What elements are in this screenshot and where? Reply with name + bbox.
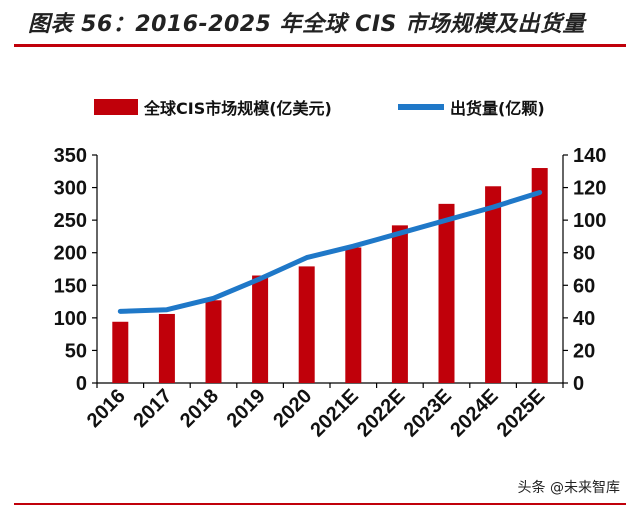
bottom-rule (14, 503, 626, 505)
y-left-tick-label: 300 (54, 178, 87, 200)
bar (252, 275, 269, 383)
bar (485, 186, 502, 383)
x-tick-label: 2017 (129, 385, 176, 432)
y-left-tick-label: 250 (54, 210, 87, 232)
bar (205, 300, 222, 383)
y-right-tick-label: 20 (573, 340, 595, 362)
y-right-tick-label: 60 (573, 275, 595, 297)
y-right-tick-label: 100 (573, 210, 606, 232)
y-right-tick-label: 140 (573, 145, 606, 167)
bar (158, 313, 175, 383)
title-rule (14, 44, 626, 47)
y-right-tick-label: 40 (573, 308, 595, 330)
y-right-tick-label: 120 (573, 178, 606, 200)
bar (112, 321, 129, 383)
chart-title: 图表 56：2016-2025 年全球 CIS 市场规模及出货量 (28, 12, 586, 37)
y-right-tick-label: 0 (573, 373, 584, 395)
line-point (491, 205, 495, 209)
legend-item-bar: 全球CIS市场规模(亿美元) (94, 99, 332, 118)
legend-label-bar: 全球CIS市场规模(亿美元) (143, 99, 332, 118)
shipment-line (117, 189, 543, 314)
watermark: 头条 @未来智库 (517, 480, 620, 496)
x-tick-label: 2021E (306, 385, 362, 441)
x-tick-label: 2025E (493, 385, 549, 441)
line-point (398, 231, 402, 235)
line-point (118, 309, 122, 313)
line-point (305, 256, 309, 260)
line-series (117, 189, 543, 314)
bar-series (112, 168, 548, 383)
line-point (258, 277, 262, 281)
legend-swatch-bar (94, 99, 138, 115)
x-tick-label: 2016 (83, 385, 130, 432)
x-tick-label: 2023E (400, 385, 456, 441)
bar (298, 266, 315, 383)
line-point (165, 308, 169, 312)
y-right-tick-label: 80 (573, 243, 595, 265)
bar (438, 203, 455, 383)
line-point (445, 218, 448, 222)
legend-item-line: 出货量(亿颗) (398, 99, 545, 118)
x-tick-label: 2018 (176, 385, 223, 432)
y-left-tick-label: 350 (54, 145, 87, 167)
legend: 全球CIS市场规模(亿美元) 出货量(亿颗) (94, 99, 545, 118)
axes: 0 50 100 150 200 250 300 350 0 20 40 60 80 100 120 140 2… (54, 145, 607, 441)
bar (391, 225, 408, 383)
bar (345, 247, 362, 383)
bar (531, 168, 548, 383)
legend-label-line: 出货量(亿颗) (450, 99, 545, 118)
x-tick-label: 2024E (446, 385, 502, 441)
x-tick-label: 2022E (353, 385, 409, 441)
y-left-tick-label: 100 (54, 308, 87, 330)
line-point (538, 190, 542, 194)
line-point (351, 244, 355, 248)
x-tick-label: 2019 (223, 385, 270, 432)
y-left-tick-label: 0 (76, 373, 87, 395)
line-point (212, 296, 215, 300)
y-left-tick-label: 150 (54, 275, 87, 297)
y-left-tick-label: 200 (54, 243, 87, 265)
y-left-tick-label: 50 (65, 340, 87, 362)
